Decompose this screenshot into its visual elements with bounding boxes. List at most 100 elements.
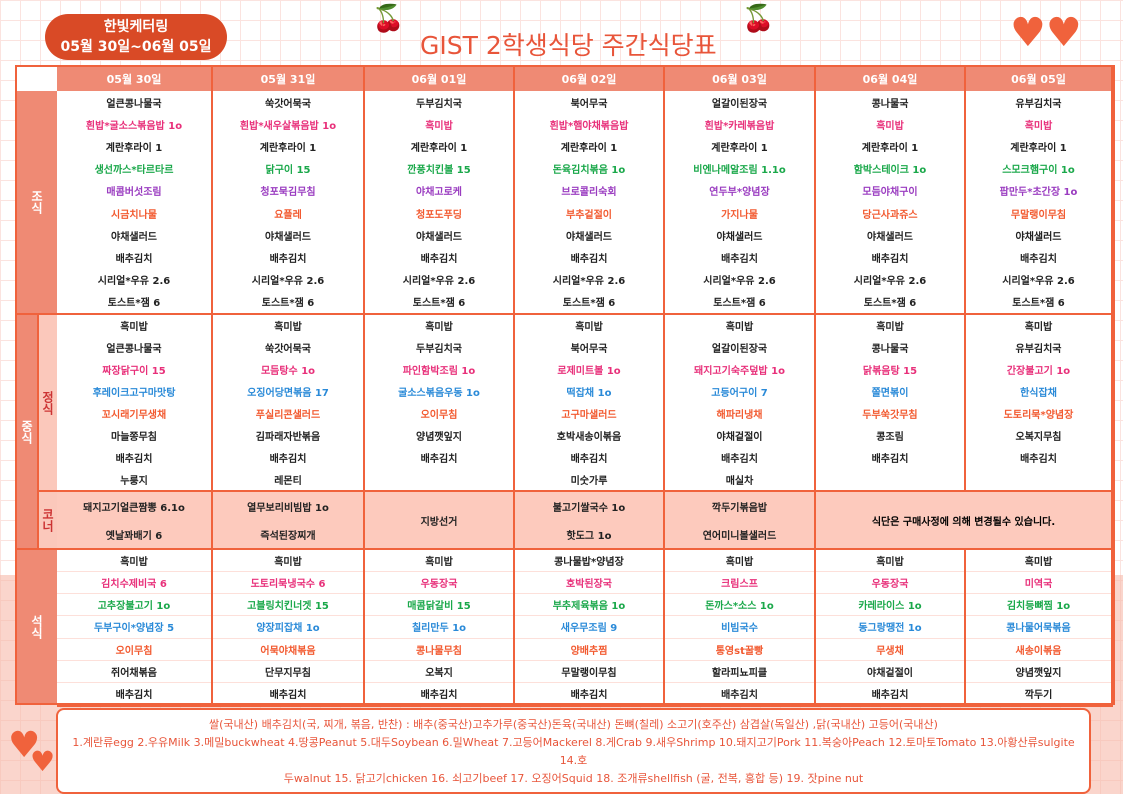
- menu-item: 브로콜리숙회: [561, 187, 617, 199]
- hearts-decoration-icon: ♥♥: [1010, 10, 1082, 56]
- menu-item: 호박새송이볶음: [556, 431, 622, 443]
- menu-item: 김치수제비국 6: [57, 572, 211, 595]
- menu-item: 닭볶음탕 15: [862, 366, 918, 378]
- menu-item: 흑미밥: [575, 322, 603, 334]
- menu-item: 할라피뇨피클: [665, 661, 814, 683]
- menu-item: 생선까스*타르타르: [94, 165, 174, 177]
- label-lunch-main: 정식: [37, 315, 57, 492]
- menu-item: 시리얼*우유 2.6: [853, 276, 927, 288]
- menu-item: 계란후라이 1: [711, 142, 768, 154]
- menu-item: 열무보리비빔밥 1o: [247, 502, 329, 514]
- menu-item: 얼큰콩나물국: [106, 98, 162, 110]
- menu-item: 스모크햄구이 1o: [1002, 165, 1075, 177]
- dinner-cell: 흑미밥 크림스프 돈까스*소스 1o 비빔국수 통영st꿀빵 할라피뇨피클 배추김치: [665, 550, 816, 707]
- menu-item: 굴소스볶음우동 1o: [398, 388, 480, 400]
- menu-item: 콩나물밥*양념장: [515, 550, 663, 573]
- menu-item: 얼갈이된장국: [711, 344, 768, 356]
- menu-item: 누룽지: [120, 475, 148, 487]
- menu-item: [365, 468, 513, 490]
- menu-item: 호박된장국: [515, 572, 663, 595]
- menu-item: 흰밥*햄야채볶음밥: [549, 120, 629, 132]
- label-breakfast: 조식: [17, 91, 57, 315]
- menu-item: 콩나물국: [871, 344, 909, 356]
- menu-item: 연두부*양념장: [709, 187, 770, 199]
- menu-item: 당근사과쥬스: [862, 209, 918, 221]
- menu-item: 시리얼*우유 2.6: [97, 276, 171, 288]
- menu-item: 양배추찜: [515, 639, 663, 661]
- menu-item: 흰밥*카레볶음밥: [704, 120, 775, 132]
- menu-item: 새우무조림 9: [515, 616, 663, 639]
- breakfast-cell: 유부김치국 흑미밥 계란후라이 1 스모크햄구이 1o 팝만두*초간장 1o 무말랭이무침…: [966, 91, 1113, 315]
- menu-item: 흑미밥: [365, 550, 513, 573]
- menu-item: 지방선거: [420, 516, 458, 528]
- menu-item: 단무지무침: [213, 661, 363, 683]
- menu-item: 고추장불고기 1o: [57, 594, 211, 617]
- day-header: 06월 04일: [816, 67, 966, 91]
- menu-item: 도토리묵냉국수 6: [213, 572, 363, 595]
- breakfast-cell: 쑥갓어묵국 흰밥*새우살볶음밥 1o 계란후라이 1 닭구이 15 청포묵김무침 요플레 야…: [213, 91, 365, 315]
- lunch-cell: 흑미밥 콩나물국 닭볶음탕 15 쫄면볶이 두부쑥갓무침 콩조림 배추김치: [816, 315, 966, 492]
- menu-item: 토스트*잼 6: [713, 298, 766, 310]
- menu-item: 매콤닭갈비 15: [365, 594, 513, 617]
- menu-item: 카레라이스 1o: [816, 594, 964, 617]
- day-header: 06월 05일: [966, 67, 1113, 91]
- menu-item: 시리얼*우유 2.6: [402, 276, 476, 288]
- menu-item: 흑미밥: [816, 550, 964, 573]
- menu-item: 배추김치: [269, 253, 307, 265]
- menu-item: [816, 468, 964, 490]
- label-lunch-corner: 코너: [37, 492, 57, 550]
- menu-item: 오이무침: [420, 409, 458, 421]
- menu-item: 오징어당면볶음 17: [247, 388, 329, 400]
- day-header: 05월 30일: [57, 67, 213, 91]
- footer-notes: 쌀(국내산) 배추김치(국, 찌개, 볶음, 반찬) : 배추(중국산)고추가루…: [56, 708, 1091, 794]
- caterer-name: 한빛케터링: [103, 19, 169, 35]
- menu-item: 흰밥*새우살볶음밥 1o: [239, 120, 337, 132]
- menu-item: 콩조림: [876, 431, 904, 443]
- corner-blank: [17, 67, 57, 91]
- day-header: 06월 02일: [515, 67, 665, 91]
- cherry-icon: 🍒: [372, 4, 405, 34]
- menu-item: 크림스프: [665, 572, 814, 595]
- page-title: GIST 2학생식당 주간식당표: [420, 31, 717, 60]
- menu-item: 흑미밥: [425, 120, 453, 132]
- menu-item: 배추김치: [871, 253, 909, 265]
- menu-item: 돈육김치볶음 1o: [552, 165, 626, 177]
- menu-item: 깍두기: [1024, 690, 1053, 702]
- menu-item: 배추김치: [721, 690, 758, 702]
- menu-item: 두부구이*양념장 5: [57, 616, 211, 639]
- menu-item: 배추김치: [269, 453, 307, 465]
- menu-item: 배추김치: [269, 690, 307, 702]
- dinner-cell: 흑미밥 김치수제비국 6 고추장불고기 1o 두부구이*양념장 5 오이무침 쥐어채볶음 배…: [57, 550, 213, 707]
- menu-item: 짜장닭구이 15: [102, 366, 166, 378]
- corner-cell: 불고기쌀국수 1o 핫도그 1o: [515, 492, 665, 550]
- menu-item: 옛날꽈배기 6: [105, 530, 163, 542]
- menu-item: 무말랭이무침: [1010, 209, 1067, 221]
- menu-item: 계란후라이 1: [410, 142, 468, 154]
- menu-item: 마늘쫑무침: [111, 431, 157, 443]
- menu-item: 쫄면볶이: [871, 388, 909, 400]
- menu-item: 흑미밥: [876, 120, 904, 132]
- menu-item: 흑미밥: [213, 550, 363, 573]
- breakfast-cell: 얼큰콩나물국 흰밥*굴소스볶음밥 1o 계란후라이 1 생선까스*타르타르 매콤버섯조림…: [57, 91, 213, 315]
- menu-item: 배추김치: [420, 453, 458, 465]
- menu-item: 배추김치: [420, 690, 458, 702]
- menu-item: 계란후라이 1: [259, 142, 317, 154]
- label-lunch: 중식: [17, 315, 37, 550]
- menu-item: 연어미니볼샐러드: [702, 530, 777, 542]
- menu-item: 무말랭이무침: [515, 661, 663, 683]
- dinner-cell: 흑미밥 도토리묵냉국수 6 고블링치킨너겟 15 양장피잡채 1o 어묵야채볶음 단무지무…: [213, 550, 365, 707]
- menu-item: 흑미밥: [57, 550, 211, 573]
- menu-item: 계란후라이 1: [560, 142, 618, 154]
- menu-item: 토스트*잼 6: [562, 298, 616, 310]
- menu-item: 청포묵김무침: [260, 187, 316, 199]
- menu-item: 우동장국: [816, 572, 964, 595]
- menu-item: 콩나물국: [871, 98, 909, 110]
- menu-item: 우동장국: [365, 572, 513, 595]
- menu-item: 북어무국: [570, 344, 608, 356]
- menu-item: 흑미밥: [120, 322, 148, 334]
- corner-cell: 열무보리비빔밥 1o 즉석된장찌개: [213, 492, 365, 550]
- menu-item: 야채샐러드: [566, 231, 612, 243]
- menu-item: 간장불고기 1o: [1006, 366, 1071, 378]
- menu-item: 동그랑땡전 1o: [816, 616, 964, 639]
- menu-item: 배추김치: [420, 253, 458, 265]
